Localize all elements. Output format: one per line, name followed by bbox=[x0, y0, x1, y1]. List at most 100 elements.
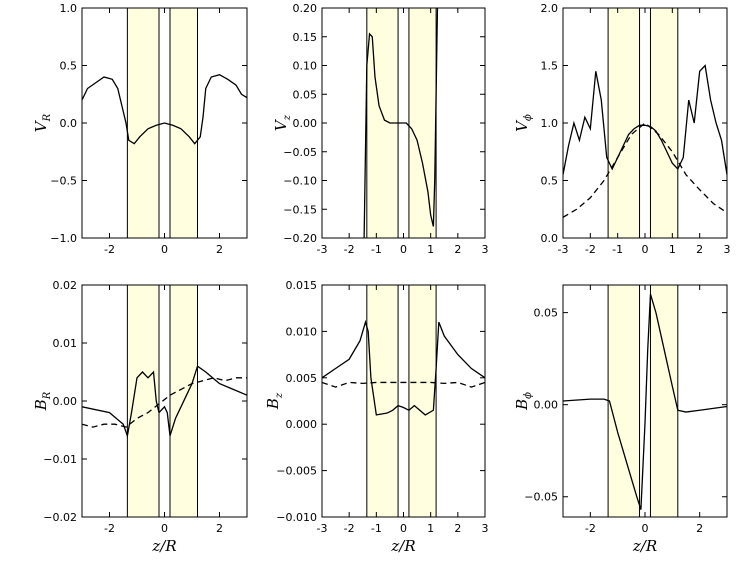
shaded-band bbox=[650, 285, 678, 517]
x-tick-label: -2 bbox=[104, 522, 115, 535]
y-tick-label: 0.00 bbox=[293, 117, 318, 130]
data-line bbox=[322, 319, 485, 416]
y-tick-label: 0.05 bbox=[293, 88, 318, 101]
x-tick-label: 2 bbox=[454, 522, 461, 535]
y-tick-label: 1.0 bbox=[60, 2, 78, 15]
x-axis-label: z/R bbox=[390, 537, 415, 555]
axes-frame bbox=[321, 284, 486, 518]
x-tick-label: 0 bbox=[642, 522, 649, 535]
y-label-sub: R bbox=[42, 113, 53, 122]
data-line bbox=[363, 8, 439, 238]
shaded-band bbox=[608, 285, 640, 517]
plot-area bbox=[363, 8, 439, 238]
y-label-main: V bbox=[272, 118, 290, 131]
plot-area bbox=[322, 285, 485, 517]
x-tick-label: 3 bbox=[482, 522, 489, 535]
y-tick-label: 0.15 bbox=[293, 31, 318, 44]
plot-area bbox=[563, 8, 727, 238]
x-tick-label: 0 bbox=[400, 522, 407, 535]
y-label-main: B bbox=[513, 399, 531, 411]
x-tick-label: 1 bbox=[427, 243, 434, 256]
y-tick-label: −0.02 bbox=[43, 511, 77, 524]
x-tick-label: -2 bbox=[585, 522, 596, 535]
axes-frame bbox=[562, 284, 728, 518]
y-axis-label: Vϕ bbox=[513, 114, 534, 132]
y-tick-label: 1.5 bbox=[541, 60, 559, 73]
plot-area bbox=[82, 8, 247, 238]
y-label-main: B bbox=[264, 398, 282, 410]
x-tick-label: -3 bbox=[317, 522, 328, 535]
y-tick-label: 0.015 bbox=[286, 279, 318, 292]
x-tick-label: -2 bbox=[585, 243, 596, 256]
shaded-band bbox=[366, 285, 399, 517]
plot-area bbox=[563, 285, 727, 517]
shaded-band bbox=[408, 285, 437, 517]
x-axis-label: z/R bbox=[151, 537, 176, 555]
shaded-band bbox=[127, 285, 159, 517]
x-tick-label: 2 bbox=[696, 522, 703, 535]
y-tick-label: −0.05 bbox=[524, 491, 558, 504]
x-tick-label: 0 bbox=[161, 522, 168, 535]
y-tick-label: 0.20 bbox=[293, 2, 318, 15]
y-label-main: V bbox=[513, 119, 531, 132]
y-tick-label: 0.01 bbox=[53, 337, 78, 350]
y-tick-label: −0.010 bbox=[276, 511, 317, 524]
x-tick-label: 2 bbox=[216, 522, 223, 535]
data-line bbox=[563, 294, 727, 510]
x-tick-label: 0 bbox=[400, 243, 407, 256]
y-tick-label: 0.0 bbox=[60, 117, 78, 130]
y-tick-label: 0.005 bbox=[286, 372, 318, 385]
data-line bbox=[82, 365, 247, 439]
y-tick-label: −0.5 bbox=[50, 175, 77, 188]
y-axis-label: VR bbox=[32, 113, 53, 132]
y-label-main: V bbox=[32, 119, 50, 132]
x-tick-label: -1 bbox=[371, 243, 382, 256]
data-line bbox=[82, 377, 247, 428]
x-tick-label: -2 bbox=[344, 243, 355, 256]
y-tick-label: 0.00 bbox=[53, 395, 78, 408]
x-tick-label: -2 bbox=[344, 522, 355, 535]
y-tick-label: 2.0 bbox=[541, 2, 559, 15]
y-label-sub: R bbox=[42, 391, 53, 400]
y-axis-label: Vz bbox=[272, 114, 293, 131]
x-tick-label: -1 bbox=[612, 243, 623, 256]
x-tick-label: 0 bbox=[642, 243, 649, 256]
shaded-band bbox=[408, 8, 437, 238]
y-label-sub: ϕ bbox=[523, 392, 534, 399]
shaded-band bbox=[170, 8, 198, 238]
y-tick-label: −1.0 bbox=[50, 232, 77, 245]
data-line bbox=[322, 381, 485, 388]
shaded-band bbox=[127, 8, 159, 238]
x-tick-label: -3 bbox=[558, 243, 569, 256]
y-tick-label: −0.05 bbox=[283, 146, 317, 159]
y-tick-label: 0.00 bbox=[534, 399, 559, 412]
y-label-sub: ϕ bbox=[523, 114, 534, 121]
y-tick-label: 0.000 bbox=[286, 418, 318, 431]
y-label-sub: z bbox=[274, 392, 285, 399]
y-tick-label: 0.5 bbox=[60, 60, 78, 73]
y-tick-label: −0.10 bbox=[283, 175, 317, 188]
shaded-band bbox=[608, 8, 640, 238]
y-tick-label: −0.15 bbox=[283, 203, 317, 216]
y-axis-label: BR bbox=[32, 391, 53, 411]
shaded-band bbox=[650, 8, 678, 238]
data-line bbox=[563, 122, 727, 218]
y-tick-label: 0.010 bbox=[286, 325, 318, 338]
x-tick-label: -3 bbox=[317, 243, 328, 256]
y-tick-label: 1.0 bbox=[541, 117, 559, 130]
y-tick-label: −0.20 bbox=[283, 232, 317, 245]
y-tick-label: 0.0 bbox=[541, 232, 559, 245]
y-tick-label: 0.02 bbox=[53, 279, 78, 292]
x-tick-label: 3 bbox=[724, 243, 731, 256]
data-line bbox=[82, 74, 247, 145]
y-label-sub: z bbox=[282, 114, 293, 121]
x-tick-label: -1 bbox=[371, 522, 382, 535]
y-label-main: B bbox=[32, 399, 50, 411]
plot-area bbox=[82, 285, 247, 517]
x-tick-label: 3 bbox=[482, 243, 489, 256]
x-axis-label: z/R bbox=[632, 537, 657, 555]
y-tick-label: 0.5 bbox=[541, 175, 559, 188]
y-axis-label: Bϕ bbox=[513, 392, 534, 411]
x-tick-label: -2 bbox=[104, 243, 115, 256]
